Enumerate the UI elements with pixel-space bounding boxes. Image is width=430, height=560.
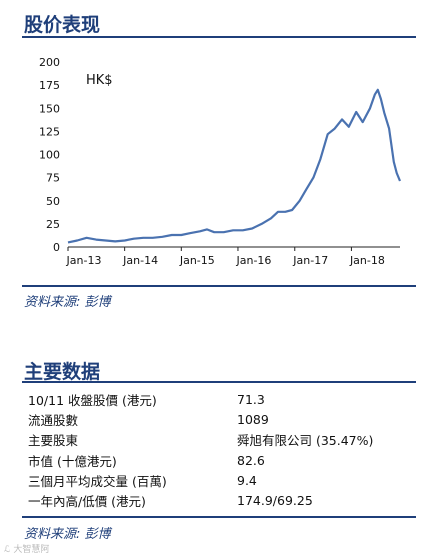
x-tick-label: Jan-16	[235, 254, 271, 267]
x-tick-label: Jan-15	[179, 254, 215, 267]
unit-label: HK$	[86, 73, 113, 88]
table-row: 一年內高/低價 (港元) 174.9/69.25	[24, 490, 373, 510]
x-axis-ticks: Jan-13 Jan-14 Jan-15 Jan-16 Jan-17 Jan-18	[66, 247, 385, 267]
metric-label: 流通股數	[28, 412, 79, 428]
chart-source-note: 资料来源: 彭博	[24, 295, 111, 310]
watermark: ℒ 大智慧阿	[4, 545, 50, 555]
metric-value: 174.9/69.25	[237, 493, 313, 509]
chart-bottom-rule	[22, 285, 416, 287]
x-tick-label: Jan-14	[122, 254, 158, 267]
metrics-bottom-rule	[22, 516, 416, 518]
y-tick-label: 125	[39, 125, 60, 138]
y-tick-label: 0	[53, 241, 60, 254]
table-row: 市值 (十億港元) 82.6	[24, 450, 373, 470]
metric-label: 10/11 收盤股價 (港元)	[28, 392, 157, 408]
metric-label: 市值 (十億港元)	[28, 453, 117, 469]
table-row: 流通股數 1089	[24, 409, 373, 429]
x-tick-label: Jan-18	[349, 254, 385, 267]
metrics-table: 10/11 收盤股價 (港元) 71.3 流通股數 1089 主要股東 舜旭有限公司 …	[24, 389, 373, 511]
y-axis-ticks: 0 25 50 75 100 125 150 175 200	[39, 56, 60, 254]
metric-label: 主要股東	[28, 433, 79, 449]
metric-value: 9.4	[237, 472, 257, 488]
stock-section-title: 股价表现	[24, 14, 101, 36]
y-tick-label: 25	[46, 218, 60, 231]
table-row: 10/11 收盤股價 (港元) 71.3	[24, 389, 373, 409]
y-tick-label: 175	[39, 79, 60, 92]
metric-value: 舜旭有限公司 (35.47%)	[237, 433, 374, 449]
metric-value: 1089	[237, 411, 269, 427]
metrics-section-title: 主要数据	[24, 361, 101, 383]
metrics-title-rule	[22, 381, 416, 383]
metric-value: 82.6	[237, 452, 265, 468]
metric-value: 71.3	[237, 391, 265, 407]
stock-title-rule	[22, 36, 416, 38]
y-tick-label: 75	[46, 172, 60, 185]
y-tick-label: 150	[39, 102, 60, 115]
y-tick-label: 50	[46, 195, 60, 208]
y-tick-label: 100	[39, 149, 60, 162]
price-series-line	[67, 88, 402, 244]
x-tick-label: Jan-17	[292, 254, 328, 267]
metric-label: 三個月平均成交量 (百萬)	[28, 473, 167, 489]
y-tick-label: 200	[39, 56, 60, 69]
metrics-source-note: 资料来源: 彭博	[24, 527, 111, 542]
x-tick-label: Jan-13	[66, 254, 102, 267]
metric-label: 一年內高/低價 (港元)	[28, 494, 146, 510]
table-row: 三個月平均成交量 (百萬) 9.4	[24, 470, 373, 490]
table-row: 主要股東 舜旭有限公司 (35.47%)	[24, 430, 373, 450]
